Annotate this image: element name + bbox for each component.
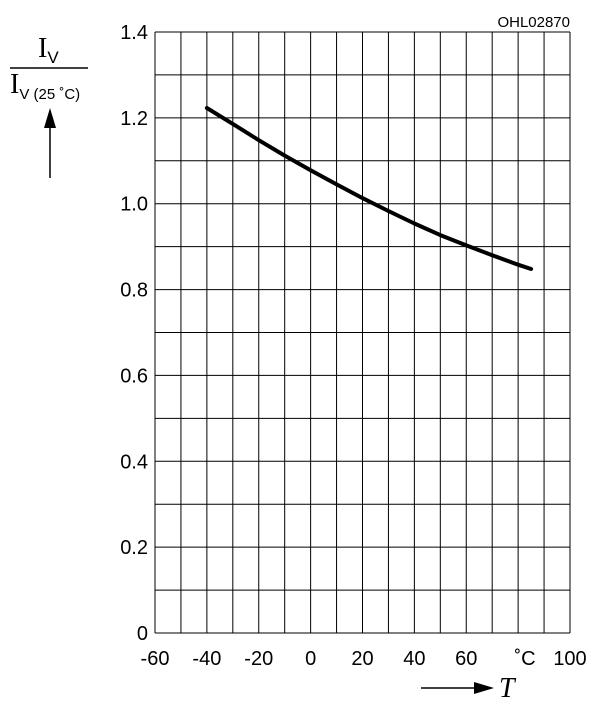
x-tick-label: 40 (403, 648, 425, 670)
series-line (204, 106, 534, 271)
grid (154, 31, 571, 634)
x-tick-label: 20 (351, 648, 373, 670)
x-axis-label: T (499, 673, 517, 701)
x-tick-labels: -60 -40 -20 0 20 40 60 100 (141, 648, 587, 670)
y-axis-label-numerator: IV (38, 33, 59, 67)
x-tick-label: 60 (455, 648, 477, 670)
y-axis-label-denominator: IV (25 ˚C) (10, 69, 80, 103)
x-tick-label: -60 (141, 648, 170, 670)
x-tick-label: -20 (244, 648, 273, 670)
x-tick-label: 100 (553, 648, 586, 670)
x-axis-unit: ˚C (514, 648, 535, 670)
x-tick-label: 0 (305, 648, 316, 670)
x-axis-arrow-head (474, 682, 494, 694)
y-tick-labels: 0 0.2 0.4 0.6 0.8 1.0 1.2 1.4 (120, 22, 148, 645)
y-tick-label: 0.2 (120, 537, 148, 559)
figure-code: OHL02870 (497, 14, 570, 31)
y-tick-label: 0.8 (120, 280, 148, 302)
y-axis-arrow-head (44, 108, 56, 128)
y-tick-label: 1.4 (120, 22, 148, 44)
y-tick-label: 0.4 (120, 451, 148, 473)
y-tick-label: 1.0 (120, 194, 148, 216)
y-tick-label: 0 (137, 623, 148, 645)
x-tick-label: -40 (192, 648, 221, 670)
y-tick-label: 1.2 (120, 108, 148, 130)
y-tick-label: 0.6 (120, 365, 148, 387)
